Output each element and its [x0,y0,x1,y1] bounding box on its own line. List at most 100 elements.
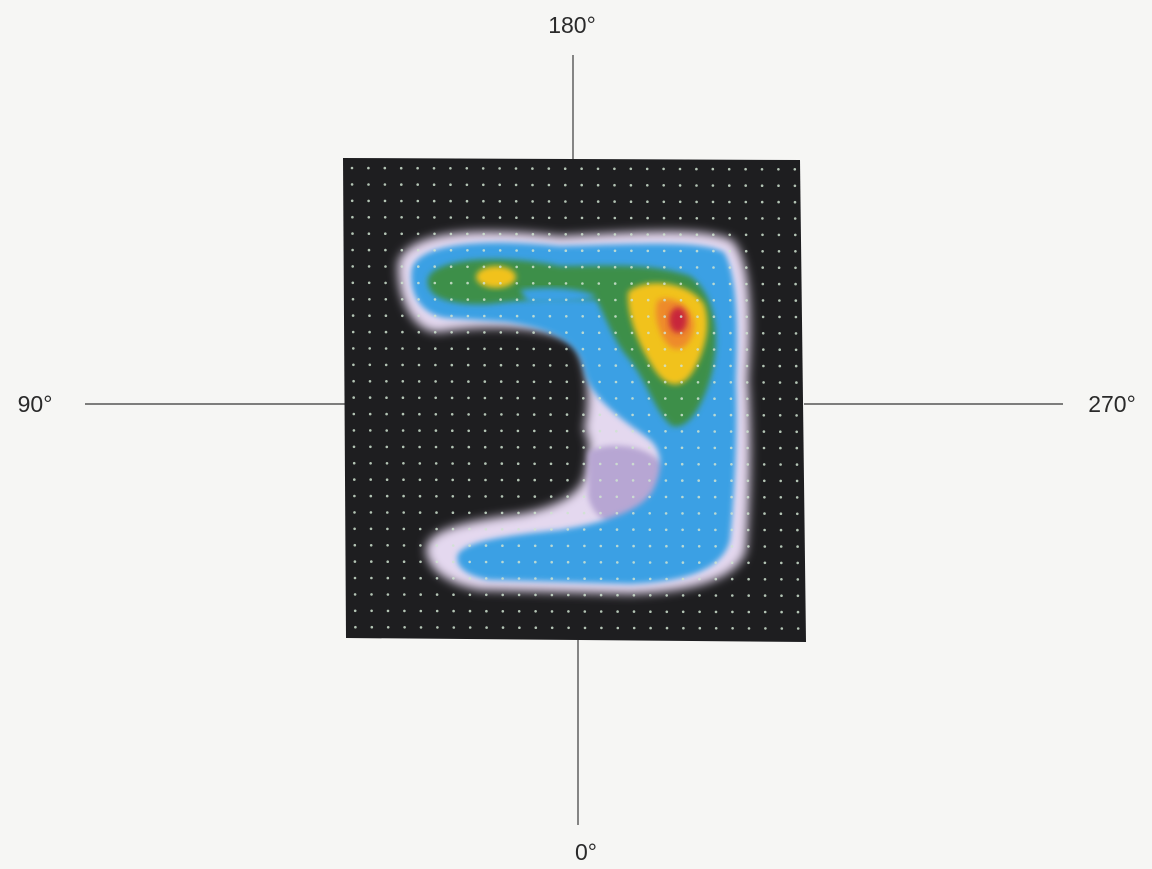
grid-dot [729,331,732,335]
grid-dot [368,347,372,350]
grid-dot [695,282,699,286]
grid-dot [664,413,667,417]
grid-dot [647,446,651,450]
grid-dot [763,479,766,483]
grid-dot [613,282,617,285]
grid-dot [763,512,766,515]
grid-dot [350,199,354,203]
grid-dot [515,282,519,285]
grid-dot [434,363,437,367]
grid-dot [648,561,652,564]
grid-dot [697,545,701,548]
grid-dot [482,265,486,269]
grid-dot [466,249,469,252]
grid-dot [418,511,422,514]
grid-dot [696,331,699,335]
grid-dot [418,478,422,482]
grid-dot [778,414,782,417]
grid-dot [517,478,520,482]
grid-dot [663,331,667,335]
grid-dot [499,314,503,318]
grid-dot [533,544,537,548]
grid-dot [679,282,683,286]
grid-dot [533,446,536,449]
grid-dot [679,298,683,302]
grid-dot [761,217,764,220]
grid-dot [418,396,421,400]
grid-dot [730,545,734,548]
grid-dot [450,314,453,318]
grid-dot [370,576,373,580]
grid-dot [435,495,438,498]
grid-dot [614,315,617,318]
grid-dot [581,298,584,302]
grid-dot [418,445,421,449]
grid-dot [531,183,534,187]
grid-dot [778,332,781,335]
grid-dot [516,396,519,400]
grid-dot [485,626,488,629]
grid-dot [500,396,503,400]
grid-dot [794,332,798,335]
grid-dot [532,347,535,351]
grid-dot [384,314,388,318]
grid-dot [777,233,781,237]
grid-dots [350,166,800,630]
grid-dot [498,200,502,203]
grid-dot [796,610,800,614]
grid-dot [712,331,716,335]
grid-dot [403,626,406,629]
grid-dot [664,446,667,450]
grid-dot [533,478,536,482]
grid-dot [548,232,551,236]
grid-dot [534,560,537,564]
grid-dot [564,200,567,203]
grid-dot [354,625,357,629]
grid-dot [597,298,601,302]
grid-dot [746,397,749,401]
grid-dot [712,315,716,319]
grid-dot [795,397,798,401]
grid-dot [401,330,404,334]
grid-dot [582,446,585,449]
grid-dot [761,266,764,269]
heatmap-blue-gap [520,288,596,303]
grid-dot [714,528,717,532]
grid-dot [368,314,371,318]
grid-dot [367,216,371,219]
grid-dot [567,626,570,630]
grid-dot [467,396,470,400]
grid-dot [647,364,650,368]
grid-dot [730,495,733,499]
grid-dot [663,364,667,368]
grid-dot [580,216,584,220]
grid-dot [451,511,455,514]
grid-dot [762,348,765,351]
grid-dot [695,184,698,187]
heatmap-peak [669,307,687,333]
grid-dot [401,314,404,318]
grid-dot [351,265,355,268]
grid-dot [730,577,734,581]
grid-dot [385,396,388,400]
grid-dot [647,331,650,335]
grid-dot [597,233,600,236]
grid-dot [482,183,485,187]
grid-dot [581,282,584,285]
grid-dot [400,298,404,301]
grid-dot [760,168,764,171]
grid-dot [450,331,453,334]
grid-dot [534,610,537,613]
grid-dot [697,463,700,466]
grid-dot [484,560,488,564]
grid-dot [367,281,371,285]
grid-dot [449,265,453,269]
grid-dot [516,429,520,433]
grid-dot [581,331,585,335]
grid-dot [385,380,388,383]
grid-dot [386,576,390,580]
grid-dot [484,527,488,531]
grid-dot [369,494,373,498]
grid-dot [711,200,715,204]
grid-dot [499,281,502,285]
